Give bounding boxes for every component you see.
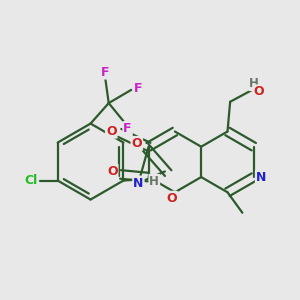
Text: F: F bbox=[123, 122, 132, 135]
Text: O: O bbox=[166, 192, 177, 205]
Text: H: H bbox=[249, 77, 259, 90]
Text: O: O bbox=[107, 165, 118, 178]
Text: O: O bbox=[131, 137, 142, 150]
Text: N: N bbox=[256, 171, 266, 184]
Text: F: F bbox=[101, 66, 110, 79]
Text: Cl: Cl bbox=[25, 174, 38, 187]
Text: H: H bbox=[149, 175, 159, 188]
Text: O: O bbox=[254, 85, 264, 98]
Text: F: F bbox=[134, 82, 143, 95]
Text: O: O bbox=[106, 125, 117, 138]
Text: N: N bbox=[133, 176, 144, 190]
